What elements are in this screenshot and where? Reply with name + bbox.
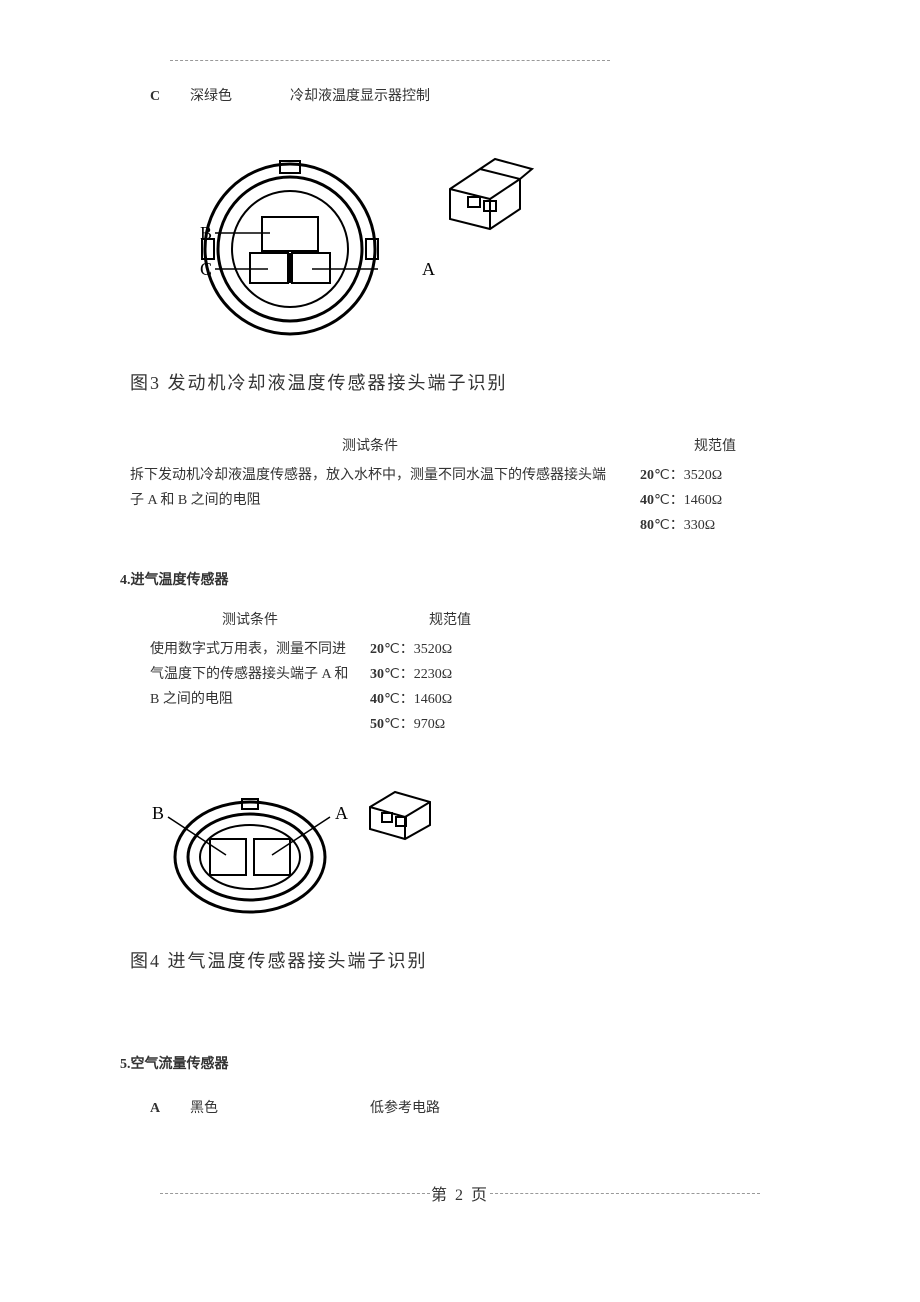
top-divider [170,60,610,61]
section-5-title: 5.空气流量传感器 [120,1053,790,1073]
spec-row: 20℃：3520Ω [640,463,790,488]
spec-header: 规范值 [370,609,530,629]
figure-3-caption: 图3 发动机冷却液温度传感器接头端子识别 [130,369,790,395]
label-a: A [422,259,435,279]
condition-body: 使用数字式万用表，测量不同进气温度下的传感器接头端子 A 和 B 之间的电阻 [150,637,350,713]
intake-connector-svg: B A [130,767,450,937]
spec-row: 40℃：1460Ω [640,488,790,513]
condition-header: 测试条件 [150,609,350,629]
page-footer: 第 2 页 [130,1181,790,1205]
label-b: B [200,223,212,243]
terminal-desc: 冷却液温度显示器控制 [290,85,790,105]
figure-4-diagram: B A 图4 进气温度传感器接头端子识别 [130,767,790,973]
figure-3-diagram: B C A 图3 发动机冷却液温度传感器接头端子识别 [130,129,790,395]
coolant-test-table: 测试条件 拆下发动机冷却液温度传感器，放入水杯中，测量不同水温下的传感器接头端子… [130,435,790,539]
spec-row: 50℃：970Ω [370,712,530,737]
figure-4-caption: 图4 进气温度传感器接头端子识别 [130,947,790,973]
spec-header: 规范值 [640,435,790,455]
terminal-letter: C [150,89,190,105]
intake-test-table: 测试条件 使用数字式万用表，测量不同进气温度下的传感器接头端子 A 和 B 之间… [150,609,790,738]
spec-row: 40℃：1460Ω [370,687,530,712]
footer-divider-right [490,1193,760,1194]
intake-spec-col: 规范值 20℃：3520Ω 30℃：2230Ω 40℃：1460Ω 50℃：97… [370,609,530,738]
intake-condition-col: 测试条件 使用数字式万用表，测量不同进气温度下的传感器接头端子 A 和 B 之间… [150,609,370,738]
coolant-condition-col: 测试条件 拆下发动机冷却液温度传感器，放入水杯中，测量不同水温下的传感器接头端子… [130,435,640,539]
spec-row: 20℃：3520Ω [370,637,530,662]
sensor-connector-svg: B C A [130,129,550,359]
condition-body: 拆下发动机冷却液温度传感器，放入水杯中，测量不同水温下的传感器接头端子 A 和 … [130,463,610,513]
terminal-row-a5: A 黑色 低参考电路 [150,1093,790,1121]
terminal-row-c: C 深绿色 冷却液温度显示器控制 [150,81,790,109]
label-c: C [200,259,212,279]
footer-divider-left [160,1193,430,1194]
coolant-spec-col: 规范值 20℃：3520Ω 40℃：1460Ω 80℃：330Ω [640,435,790,539]
condition-header: 测试条件 [130,435,610,455]
section-4-title: 4.进气温度传感器 [120,569,790,589]
spec-row: 80℃：330Ω [640,513,790,538]
spec-row: 30℃：2230Ω [370,662,530,687]
label-a: A [335,803,348,823]
page-content: C 深绿色 冷却液温度显示器控制 B C A [0,0,920,1245]
terminal-color: 深绿色 [190,85,290,105]
terminal-letter: A [150,1101,190,1117]
label-b: B [152,803,164,823]
terminal-color: 黑色 [190,1097,290,1117]
terminal-desc: 低参考电路 [290,1097,790,1117]
